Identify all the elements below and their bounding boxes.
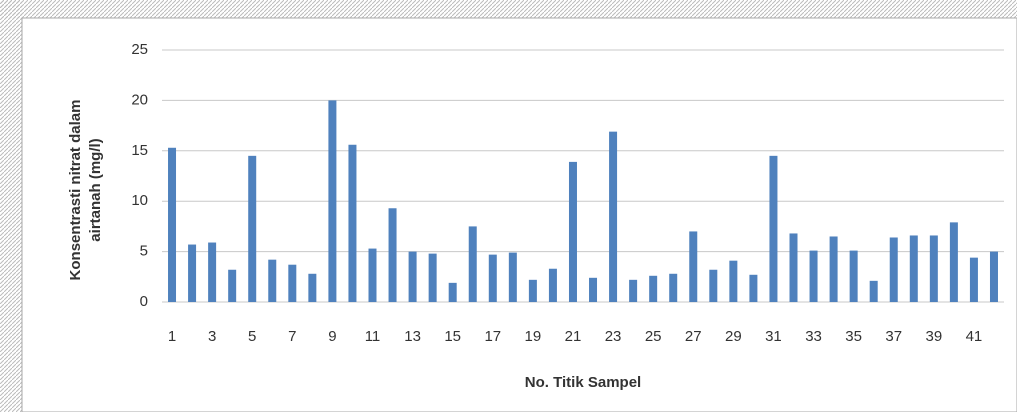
- bar: [830, 236, 838, 302]
- bar: [629, 280, 637, 302]
- page: Konsentrasti nitrat dalam airtanah (mg/l…: [0, 0, 1017, 412]
- x-tick-label: 11: [365, 328, 381, 345]
- bar: [910, 235, 918, 302]
- bar: [930, 235, 938, 302]
- bar: [729, 261, 737, 302]
- bar: [308, 274, 316, 302]
- bar: [950, 222, 958, 302]
- bar: [248, 156, 256, 302]
- x-tick-label: 17: [484, 328, 501, 345]
- bar: [389, 208, 397, 302]
- y-tick-label: 5: [140, 243, 148, 260]
- x-tick-label: 35: [845, 328, 862, 345]
- bar: [589, 278, 597, 302]
- bar: [890, 237, 898, 302]
- x-tick-label: 13: [404, 328, 421, 345]
- x-tick-label: 29: [725, 328, 742, 345]
- bar: [208, 243, 216, 302]
- y-tick-label: 25: [131, 41, 148, 58]
- bar: [429, 254, 437, 302]
- x-tick-label: 37: [885, 328, 902, 345]
- y-axis-title: airtanah (mg/l): [87, 138, 104, 241]
- bar: [990, 252, 998, 302]
- y-tick-label: 0: [140, 293, 148, 310]
- bar: [790, 233, 798, 302]
- frame-hatch-top: [0, 0, 1017, 18]
- bar: [288, 265, 296, 302]
- x-tick-label: 31: [765, 328, 782, 345]
- x-tick-label: 39: [925, 328, 942, 345]
- chart: Konsentrasti nitrat dalam airtanah (mg/l…: [0, 0, 1017, 412]
- y-tick-label: 15: [131, 142, 148, 159]
- bar: [469, 226, 477, 302]
- y-tick-label: 20: [131, 91, 148, 108]
- bar: [268, 260, 276, 302]
- bar: [509, 253, 517, 302]
- x-tick-label: 25: [645, 328, 662, 345]
- bar: [749, 275, 757, 302]
- bar: [409, 252, 417, 302]
- bar: [328, 100, 336, 302]
- x-tick-label: 27: [685, 328, 702, 345]
- bar: [369, 249, 377, 302]
- bar: [870, 281, 878, 302]
- y-axis-title: Konsentrasti nitrat dalam: [67, 100, 84, 281]
- x-tick-label: 3: [208, 328, 216, 345]
- bar: [609, 132, 617, 302]
- bar: [168, 148, 176, 302]
- bar: [850, 251, 858, 302]
- x-tick-label: 33: [805, 328, 822, 345]
- x-tick-label: 5: [248, 328, 256, 345]
- bar: [549, 269, 557, 302]
- bar: [669, 274, 677, 302]
- bar: [188, 245, 196, 302]
- x-tick-label: 15: [444, 328, 461, 345]
- bar: [689, 231, 697, 302]
- x-tick-label: 19: [525, 328, 542, 345]
- y-tick-label: 10: [131, 192, 148, 209]
- x-tick-label: 7: [288, 328, 296, 345]
- bar: [348, 145, 356, 302]
- bar: [649, 276, 657, 302]
- bar: [569, 162, 577, 302]
- x-axis-title: No. Titik Sampel: [525, 374, 641, 391]
- bar: [709, 270, 717, 302]
- bar: [970, 258, 978, 302]
- x-tick-label: 21: [565, 328, 582, 345]
- bar: [228, 270, 236, 302]
- x-tick-label: 9: [328, 328, 336, 345]
- bar: [769, 156, 777, 302]
- bar: [489, 255, 497, 302]
- x-tick-label: 1: [168, 328, 176, 345]
- bar: [529, 280, 537, 302]
- x-tick-label: 23: [605, 328, 622, 345]
- frame-hatch: [0, 0, 22, 412]
- bar: [810, 251, 818, 302]
- bar: [449, 283, 457, 302]
- x-tick-label: 41: [966, 328, 983, 345]
